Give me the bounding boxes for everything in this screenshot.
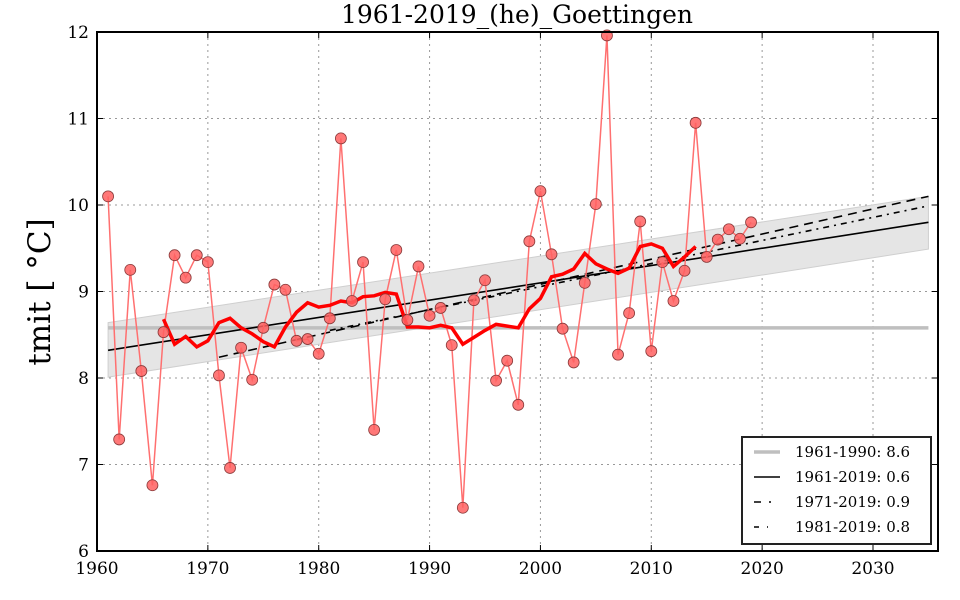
data-point [235, 341, 248, 354]
x-tick-label: 1960 [75, 559, 118, 579]
data-point [102, 190, 114, 203]
legend-box [741, 436, 932, 545]
data-point [357, 256, 369, 268]
data-point [279, 283, 292, 296]
y-tick-label: 11 [67, 110, 89, 130]
data-point [157, 326, 170, 339]
data-point [290, 334, 303, 347]
y-tick-label: 6 [78, 542, 89, 562]
data-point [711, 233, 724, 246]
data-point [456, 501, 469, 514]
data-point [412, 260, 425, 273]
x-tick-label: 1990 [408, 559, 451, 579]
chart-title: 1961-2019_(he)_Goettingen [341, 0, 693, 29]
data-point [623, 307, 636, 320]
data-point [346, 295, 358, 307]
data-point [224, 462, 236, 474]
data-point [434, 302, 447, 314]
data-point [656, 256, 669, 268]
trend-line-dashed [218, 195, 929, 359]
y-tick-label: 12 [67, 23, 89, 43]
data-point [512, 398, 525, 411]
data-point [589, 198, 602, 211]
data-point [468, 294, 480, 307]
data-point [612, 348, 624, 361]
trend-line-solid [107, 221, 929, 352]
data-point [257, 321, 270, 334]
data-point [479, 274, 491, 287]
data-point [368, 423, 381, 436]
data-point [124, 263, 137, 276]
x-tick-label: 1980 [297, 559, 340, 579]
data-point [168, 249, 181, 262]
y-tick-label: 7 [78, 456, 89, 476]
legend: 1961-1990: 8.6 1961-2019: 0.6 1971-2019: 0… [741, 436, 932, 545]
data-point [146, 479, 159, 492]
data-point [523, 235, 536, 248]
data-point [545, 248, 558, 261]
y-tick-label: 9 [78, 283, 89, 303]
legend-label: 1981-2019: 0.8 [795, 518, 910, 536]
data-point [213, 369, 225, 382]
data-point [201, 256, 214, 268]
data-point [323, 312, 336, 325]
data-point [734, 232, 746, 245]
data-point [567, 356, 580, 369]
data-point [268, 278, 281, 291]
x-tick-label: 2000 [519, 559, 562, 579]
data-point [390, 244, 403, 256]
data-point [745, 216, 757, 229]
trend-line-dashdot [329, 205, 929, 332]
data-point [401, 314, 414, 326]
y-axis-label: tmit [ °C] [22, 218, 58, 365]
data-point [578, 276, 591, 289]
data-point [689, 116, 702, 129]
data-point [678, 264, 691, 277]
y-tick-label: 10 [67, 196, 89, 216]
x-tick-label: 2010 [630, 559, 673, 579]
data-point [379, 293, 392, 306]
data-point [634, 215, 647, 228]
data-point [246, 373, 259, 386]
data-series [102, 29, 757, 514]
x-tick-label: 2030 [851, 559, 894, 579]
data-point [667, 295, 680, 307]
data-point [722, 223, 735, 236]
data-point [534, 185, 547, 198]
running-mean-line [161, 242, 697, 350]
legend-label: 1961-1990: 8.6 [795, 443, 910, 461]
data-point [556, 322, 569, 335]
y-tick-label: 8 [78, 369, 89, 389]
data-point [312, 347, 325, 360]
data-point [135, 365, 148, 377]
data-point [113, 433, 126, 446]
legend-label: 1971-2019: 0.9 [795, 493, 910, 511]
data-point [301, 333, 314, 345]
data-point [445, 339, 458, 352]
data-point [179, 271, 192, 284]
x-tick-label: 2020 [741, 559, 784, 579]
x-tick-label: 1970 [186, 559, 229, 579]
axis-ticks: 1960 1970 1980 1990 2000 2010 2020 2030 6 7 8 9 10 11… [67, 23, 938, 579]
data-point [190, 249, 203, 262]
data-point [501, 354, 514, 367]
data-point [423, 309, 436, 322]
data-point [490, 374, 502, 387]
data-point [645, 345, 658, 358]
data-point [700, 250, 713, 263]
legend-label: 1961-2019: 0.6 [795, 468, 910, 486]
data-point [334, 132, 347, 145]
